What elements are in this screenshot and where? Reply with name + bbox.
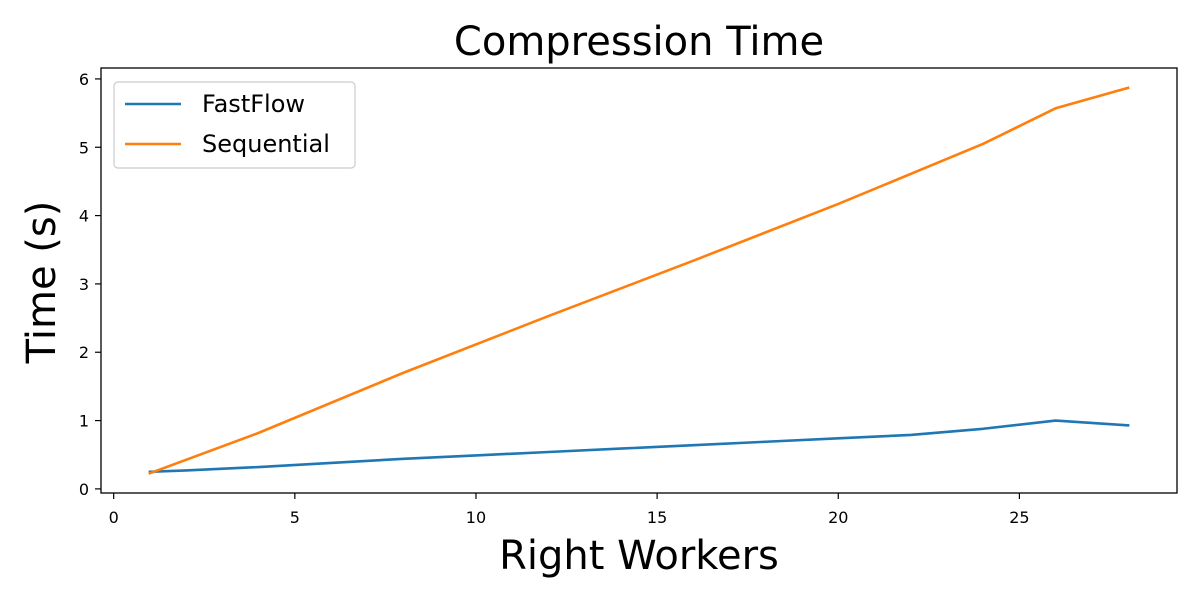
- y-tick-label: 0: [79, 480, 89, 499]
- y-tick-label: 2: [79, 343, 89, 362]
- y-tick-label: 4: [79, 207, 89, 226]
- plot-area: [100, 67, 1178, 494]
- x-tick-label: 0: [109, 508, 119, 527]
- x-axis-label: Right Workers: [499, 533, 779, 579]
- y-tick-label: 6: [79, 70, 89, 89]
- legend-label-sequential: Sequential: [202, 130, 330, 158]
- x-tick-label: 10: [466, 508, 486, 527]
- chart-title: Compression Time: [454, 19, 824, 65]
- x-tick-label: 25: [1009, 508, 1029, 527]
- plot-frame: [100, 67, 1178, 494]
- legend-label-fastflow: FastFlow: [202, 90, 305, 118]
- legend: FastFlow Sequential: [113, 81, 356, 169]
- x-tick-label: 15: [647, 508, 667, 527]
- y-axis-label: Time (s): [19, 201, 65, 365]
- series-line-fastflow: [148, 419, 1130, 474]
- x-tick-label: 5: [290, 508, 300, 527]
- y-axis: 0 1 2 3 4 5 6: [79, 70, 101, 499]
- series-line-sequential: [148, 86, 1130, 475]
- y-tick-label: 1: [79, 412, 89, 431]
- x-axis: 0 5 10 15 20 25: [109, 493, 1030, 527]
- y-tick-label: 5: [79, 138, 89, 157]
- x-tick-label: 20: [828, 508, 848, 527]
- y-tick-label: 3: [79, 275, 89, 294]
